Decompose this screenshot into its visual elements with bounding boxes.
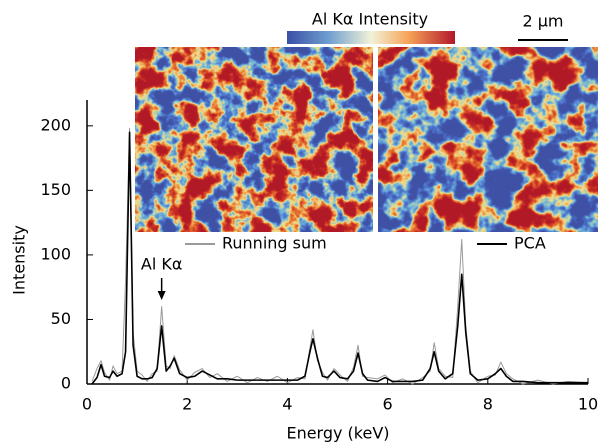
- x-tick-label: 4: [282, 395, 292, 414]
- series-line: [91, 131, 588, 385]
- colorbar: [287, 31, 455, 44]
- map-running-sum: [135, 47, 373, 232]
- x-tick-label: 2: [182, 395, 192, 414]
- x-tick-label: 10: [578, 395, 598, 414]
- x-axis-label: Energy (keV): [286, 424, 389, 443]
- y-tick-label: 0: [61, 374, 71, 393]
- y-axis-label: Intensity: [10, 225, 29, 295]
- annotation: Al Kα: [141, 255, 183, 274]
- legend-label: PCA: [514, 234, 546, 253]
- legend-label: Running sum: [222, 234, 327, 253]
- x-tick-label: 8: [483, 395, 493, 414]
- y-tick-label: 50: [51, 309, 71, 328]
- scale-bar-label: 2 μm: [522, 12, 563, 31]
- x-tick-label: 0: [82, 395, 92, 414]
- annotation-arrowhead: [157, 291, 166, 300]
- y-tick-label: 100: [40, 244, 71, 263]
- x-tick-label: 6: [383, 395, 393, 414]
- map-pca: [378, 47, 598, 232]
- colorbar-label: Al Kα Intensity: [312, 10, 428, 29]
- y-tick-label: 200: [40, 115, 71, 134]
- y-tick-label: 150: [40, 180, 71, 199]
